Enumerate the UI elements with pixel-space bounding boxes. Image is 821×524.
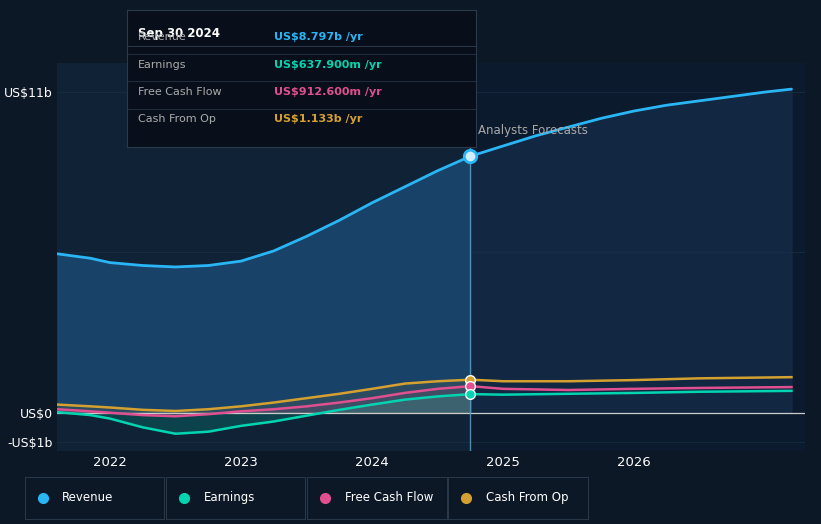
Text: Sep 30 2024: Sep 30 2024: [138, 27, 220, 40]
Text: Analysts Forecasts: Analysts Forecasts: [478, 124, 588, 137]
Text: Past: Past: [438, 124, 462, 137]
Text: Free Cash Flow: Free Cash Flow: [138, 87, 222, 97]
Text: Cash From Op: Cash From Op: [486, 492, 568, 504]
Bar: [470, 63, 805, 451]
Bar: [57, 63, 470, 451]
Text: US$637.900m /yr: US$637.900m /yr: [273, 60, 382, 70]
Text: Revenue: Revenue: [138, 32, 186, 42]
Text: Earnings: Earnings: [204, 492, 255, 504]
Text: US$8.797b /yr: US$8.797b /yr: [273, 32, 363, 42]
Text: Free Cash Flow: Free Cash Flow: [345, 492, 433, 504]
Text: Earnings: Earnings: [138, 60, 186, 70]
Text: Cash From Op: Cash From Op: [138, 114, 216, 124]
Text: Revenue: Revenue: [62, 492, 113, 504]
Text: US$912.600m /yr: US$912.600m /yr: [273, 87, 382, 97]
Text: US$1.133b /yr: US$1.133b /yr: [273, 114, 362, 124]
